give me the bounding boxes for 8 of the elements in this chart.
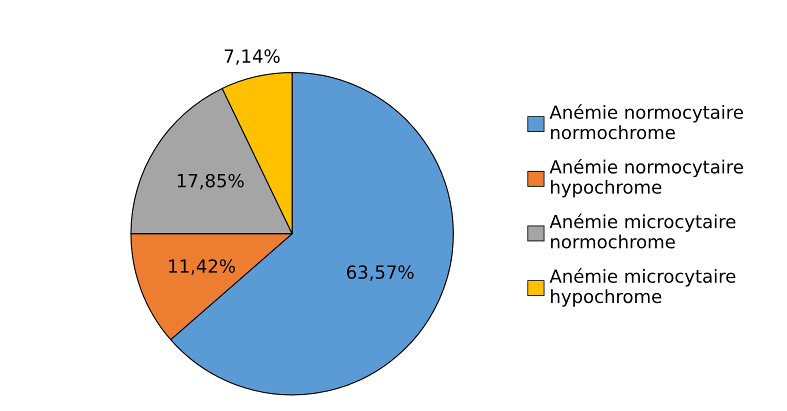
legend-label: Anémie microcytaire normochrome: [550, 214, 736, 249]
legend-label: Anémie normocytaire normochrome: [550, 104, 743, 140]
data-label: 11,42%: [169, 259, 236, 275]
data-label: 63,57%: [347, 265, 414, 281]
data-label: 7,14%: [224, 49, 280, 65]
legend-label: Anémie normocytaire hypochrome: [550, 158, 743, 198]
legend-label: Anémie microcytaire hypochrome: [550, 268, 736, 307]
data-label: 17,85%: [178, 174, 244, 190]
